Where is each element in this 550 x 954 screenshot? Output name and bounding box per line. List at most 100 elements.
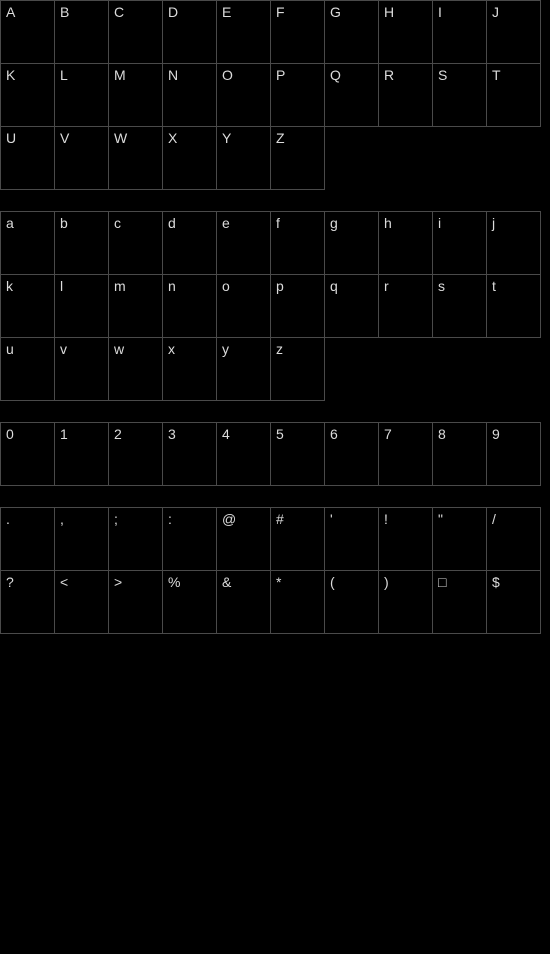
glyph-cell: 9 — [486, 422, 541, 486]
glyph-label: N — [168, 68, 178, 82]
glyph-cell: A — [0, 0, 55, 64]
glyph-label: ? — [6, 575, 14, 589]
glyph-cell: m — [108, 274, 163, 338]
glyph-label: ! — [384, 512, 388, 526]
glyph-label: z — [276, 342, 283, 356]
glyph-label: f — [276, 216, 280, 230]
glyph-label: 8 — [438, 427, 446, 441]
glyph-cell: s — [432, 274, 487, 338]
glyph-cell: p — [270, 274, 325, 338]
glyph-cell: Z — [270, 126, 325, 190]
glyph-label: 0 — [6, 427, 14, 441]
glyph-cell: w — [108, 337, 163, 401]
glyph-label: y — [222, 342, 229, 356]
glyph-label: Y — [222, 131, 231, 145]
glyph-cell: a — [0, 211, 55, 275]
glyph-cell: ? — [0, 570, 55, 634]
glyph-label: M — [114, 68, 126, 82]
section-gap — [0, 485, 550, 507]
glyph-cell: S — [432, 63, 487, 127]
glyph-cell: N — [162, 63, 217, 127]
glyph-cell: c — [108, 211, 163, 275]
glyph-label: v — [60, 342, 67, 356]
glyph-cell: e — [216, 211, 271, 275]
glyph-label: u — [6, 342, 14, 356]
glyph-cell: O — [216, 63, 271, 127]
glyph-label: U — [6, 131, 16, 145]
glyph-cell: B — [54, 0, 109, 64]
glyph-cell: 3 — [162, 422, 217, 486]
glyph-label: C — [114, 5, 124, 19]
glyph-cell: R — [378, 63, 433, 127]
glyph-label: G — [330, 5, 341, 19]
glyph-cell: : — [162, 507, 217, 571]
glyph-cell: b — [54, 211, 109, 275]
glyph-label: t — [492, 279, 496, 293]
glyph-label: F — [276, 5, 285, 19]
glyph-label: A — [6, 5, 15, 19]
glyph-label: > — [114, 575, 122, 589]
glyph-cell: . — [0, 507, 55, 571]
glyph-label: J — [492, 5, 499, 19]
glyph-cell: V — [54, 126, 109, 190]
glyph-label: T — [492, 68, 501, 82]
glyph-cell: 0 — [0, 422, 55, 486]
glyph-label: 3 — [168, 427, 176, 441]
glyph-cell: Q — [324, 63, 379, 127]
glyph-label: 4 — [222, 427, 230, 441]
glyph-label: 6 — [330, 427, 338, 441]
glyph-cell: y — [216, 337, 271, 401]
section-digits: 0123456789 — [0, 422, 550, 485]
glyph-label: R — [384, 68, 394, 82]
glyph-label: 2 — [114, 427, 122, 441]
glyph-label: Q — [330, 68, 341, 82]
glyph-cell: C — [108, 0, 163, 64]
glyph-label: P — [276, 68, 285, 82]
glyph-cell: & — [216, 570, 271, 634]
glyph-cell: g — [324, 211, 379, 275]
glyph-label: w — [114, 342, 124, 356]
glyph-label: s — [438, 279, 445, 293]
glyph-label: B — [60, 5, 69, 19]
glyph-label: ' — [330, 512, 333, 526]
glyph-cell: ( — [324, 570, 379, 634]
glyph-cell: f — [270, 211, 325, 275]
glyph-label: S — [438, 68, 447, 82]
glyph-label: j — [492, 216, 495, 230]
glyph-label: E — [222, 5, 231, 19]
glyph-cell: U — [0, 126, 55, 190]
glyph-cell: % — [162, 570, 217, 634]
glyph-cell: ! — [378, 507, 433, 571]
glyph-cell: $ — [486, 570, 541, 634]
glyph-label: " — [438, 512, 443, 526]
section-symbols: .,;:@#'!"/?<>%&*()□$ — [0, 507, 550, 633]
glyph-label: / — [492, 512, 496, 526]
glyph-cell: P — [270, 63, 325, 127]
glyph-label: 5 — [276, 427, 284, 441]
glyph-label: X — [168, 131, 177, 145]
glyph-cell: l — [54, 274, 109, 338]
glyph-cell: o — [216, 274, 271, 338]
glyph-label: x — [168, 342, 175, 356]
glyph-label: # — [276, 512, 284, 526]
glyph-label: . — [6, 512, 10, 526]
glyph-label: V — [60, 131, 69, 145]
glyph-label: a — [6, 216, 14, 230]
glyph-cell: 5 — [270, 422, 325, 486]
character-map: ABCDEFGHIJKLMNOPQRSTUVWXYZabcdefghijklmn… — [0, 0, 550, 633]
glyph-cell: " — [432, 507, 487, 571]
glyph-cell: k — [0, 274, 55, 338]
glyph-cell: r — [378, 274, 433, 338]
glyph-label: ) — [384, 575, 389, 589]
glyph-label: * — [276, 575, 281, 589]
glyph-cell: □ — [432, 570, 487, 634]
glyph-cell: t — [486, 274, 541, 338]
section-lowercase: abcdefghijklmnopqrstuvwxyz — [0, 211, 550, 400]
glyph-cell: i — [432, 211, 487, 275]
glyph-cell: T — [486, 63, 541, 127]
glyph-label: □ — [438, 575, 446, 589]
glyph-label: o — [222, 279, 230, 293]
glyph-cell: d — [162, 211, 217, 275]
section-gap — [0, 189, 550, 211]
glyph-label: < — [60, 575, 68, 589]
